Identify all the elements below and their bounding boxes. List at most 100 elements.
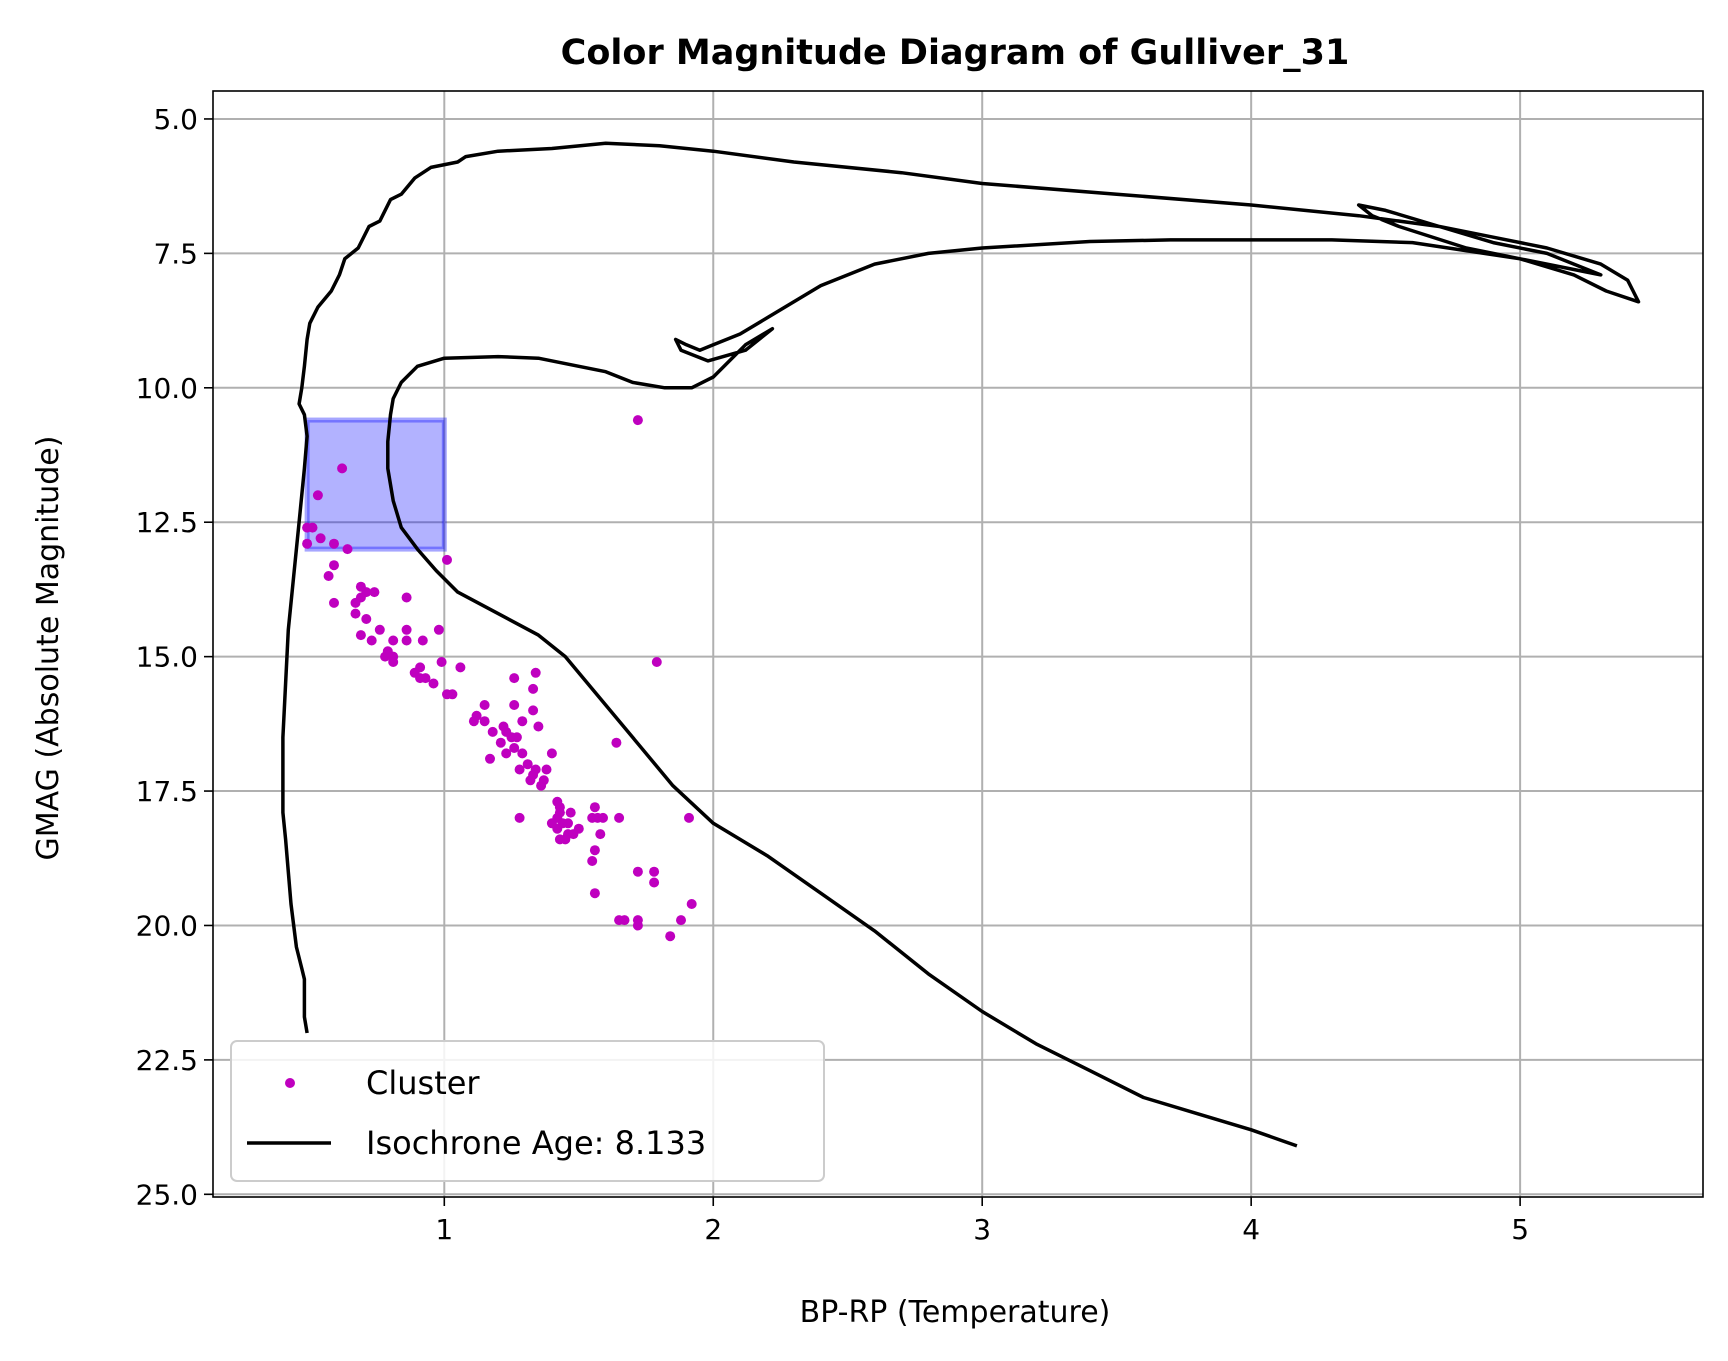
cluster-point: [530, 667, 541, 678]
cluster-point: [541, 764, 552, 775]
y-tick-label: 20.0: [136, 909, 198, 942]
cluster-point: [589, 802, 600, 813]
cluster-point: [323, 571, 334, 581]
cluster-point: [536, 780, 547, 791]
cluster-point: [632, 866, 643, 877]
cluster-point: [401, 624, 412, 635]
cluster-point: [546, 748, 557, 759]
cluster-point: [401, 592, 412, 603]
y-axis-title: GMAG (Absolute Magnitude): [31, 436, 66, 861]
cluster-point: [342, 544, 353, 555]
cluster-point: [380, 651, 391, 662]
cluster-point: [415, 673, 426, 684]
cluster-point: [649, 877, 660, 888]
cluster-point: [528, 683, 539, 694]
legend-cluster-marker: [285, 1078, 295, 1088]
cluster-point: [417, 635, 428, 646]
cluster-point: [447, 689, 458, 700]
x-axis-title: BP-RP (Temperature): [800, 1295, 1111, 1330]
cluster-point: [611, 737, 622, 748]
cluster-point: [509, 700, 520, 710]
cluster-point: [595, 829, 606, 840]
cluster-point: [511, 732, 522, 743]
cluster-point: [533, 721, 544, 732]
cluster-point: [614, 812, 625, 823]
x-tick-label: 3: [973, 1213, 991, 1246]
cluster-point: [598, 812, 608, 823]
cluster-point: [495, 737, 506, 748]
cluster-point: [302, 538, 313, 549]
cluster-point: [509, 743, 520, 753]
x-tick-label: 4: [1242, 1213, 1260, 1246]
cluster-point: [366, 635, 377, 646]
cluster-point: [686, 899, 697, 909]
legend-isochrone-label: Isochrone Age: 8.133: [366, 1124, 706, 1162]
cluster-point: [509, 673, 520, 684]
cluster-point: [517, 716, 528, 727]
x-tick-label: 5: [1511, 1213, 1529, 1246]
highlight-box: [304, 417, 447, 552]
cluster-point: [589, 845, 600, 856]
cluster-point: [649, 866, 660, 877]
cluster-point: [337, 463, 348, 474]
cluster-point: [684, 812, 694, 823]
cluster-point: [522, 759, 533, 770]
cluster-point: [632, 415, 643, 426]
cluster-series: [302, 415, 697, 942]
cluster-point: [651, 657, 662, 667]
cluster-point: [517, 748, 528, 759]
cluster-point: [388, 657, 399, 667]
cluster-point: [355, 630, 366, 641]
cluster-point: [632, 920, 643, 931]
y-tick-label: 25.0: [136, 1178, 198, 1211]
cluster-point: [436, 657, 447, 667]
legend: Cluster Isochrone Age: 8.133: [230, 1040, 825, 1182]
cluster-point: [563, 818, 573, 829]
cluster-point: [388, 635, 399, 646]
cluster-point: [329, 538, 339, 549]
cluster-point: [487, 726, 498, 737]
cluster-point: [552, 823, 563, 834]
cluster-point: [665, 931, 676, 942]
cluster-point: [329, 597, 339, 608]
cluster-point: [455, 662, 466, 673]
cluster-point: [428, 678, 439, 689]
y-tick-label: 12.5: [136, 506, 198, 539]
x-tick-label: 1: [435, 1213, 453, 1246]
cluster-point: [350, 597, 361, 608]
cluster-point: [479, 716, 490, 727]
cluster-point: [514, 764, 525, 775]
cluster-point: [433, 624, 444, 635]
cluster-point: [401, 635, 412, 646]
y-tick-label: 10.0: [136, 372, 198, 405]
plot-frame: [212, 90, 1704, 1198]
cluster-point: [374, 624, 385, 635]
cluster-point: [312, 490, 323, 501]
x-tick-label: 2: [704, 1213, 722, 1246]
cluster-point: [479, 700, 490, 710]
chart-title: Color Magnitude Diagram of Gulliver_31: [561, 33, 1350, 73]
cluster-point: [329, 560, 339, 571]
y-tick-label: 22.5: [136, 1044, 198, 1077]
cluster-point: [565, 807, 576, 818]
grid: [213, 91, 1703, 1197]
cluster-point: [514, 812, 525, 823]
legend-cluster-label: Cluster: [366, 1064, 480, 1102]
cluster-point: [619, 915, 630, 926]
cluster-point: [560, 834, 571, 845]
cluster-point: [587, 856, 598, 866]
cluster-point: [676, 915, 686, 926]
y-tick-label: 15.0: [136, 641, 198, 674]
isochrone-line: [281, 141, 1641, 1148]
cluster-point: [315, 533, 326, 544]
cluster-point: [468, 716, 479, 727]
axis-ticks: 1 2 3 4 5 5.0 7.5 10.0 12.5 15.0 17.5 20.0 22.5 25.0: [136, 103, 1529, 1246]
cluster-point: [589, 888, 600, 899]
cluster-point: [302, 522, 313, 533]
cluster-point: [442, 554, 452, 565]
cluster-point: [350, 608, 361, 619]
cluster-point: [369, 587, 380, 598]
cluster-point: [501, 748, 512, 759]
cluster-point: [568, 829, 579, 840]
